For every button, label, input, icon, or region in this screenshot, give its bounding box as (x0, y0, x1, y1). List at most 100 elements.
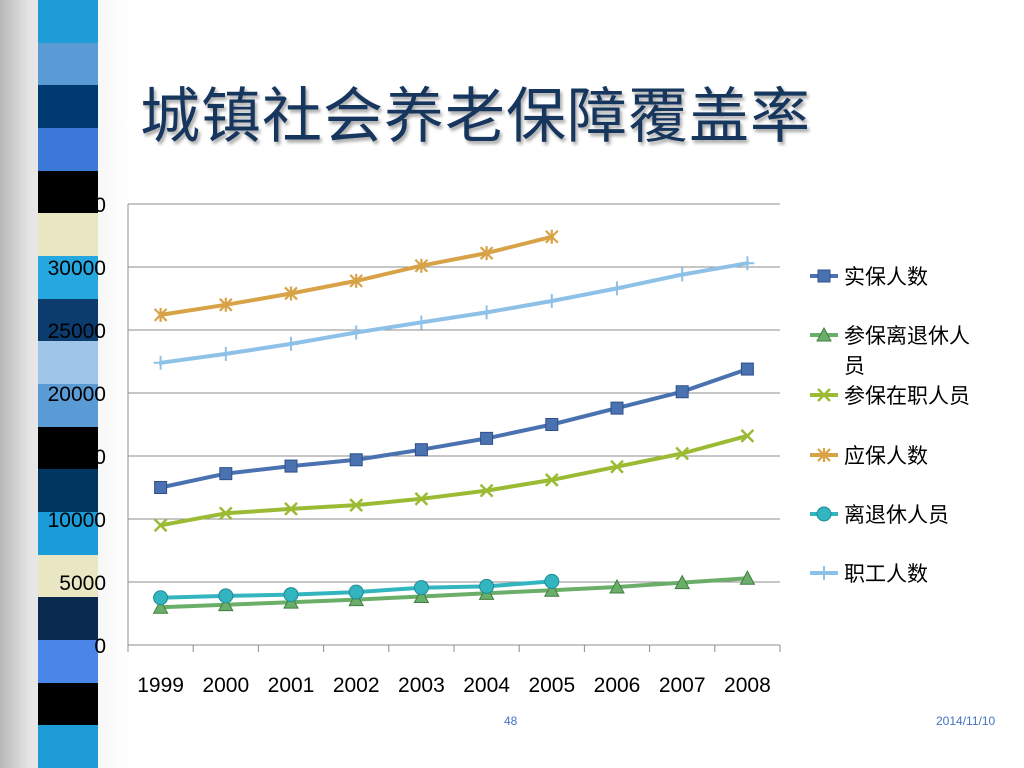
legend-entry: 参保在职人员 (810, 384, 970, 408)
data-point (740, 428, 755, 443)
data-point (153, 518, 168, 533)
data-point (413, 588, 430, 603)
data-point (480, 431, 494, 445)
legend-label: 应保人数 (844, 444, 928, 468)
data-point (284, 502, 298, 516)
strip-band (38, 640, 98, 684)
decorative-strip (38, 0, 98, 768)
strip-band (38, 426, 98, 471)
data-point (414, 491, 429, 506)
data-point (816, 506, 832, 522)
legend-entry: 职工人数 (810, 562, 928, 586)
strip-band (38, 554, 98, 599)
data-point (218, 588, 234, 604)
data-point (674, 574, 691, 590)
data-point (479, 246, 494, 261)
data-point (817, 269, 831, 283)
x-tick-label: 2008 (724, 674, 771, 697)
x-tick-label: 2006 (594, 674, 641, 697)
data-point (817, 388, 831, 402)
legend-label: 参保在职人员 (844, 384, 970, 408)
y-tick-label: 35000 (48, 194, 106, 217)
data-point (610, 459, 624, 474)
data-point (610, 281, 624, 296)
legend-label: 实保人数 (844, 265, 928, 289)
x-tick-label: 2000 (202, 674, 249, 697)
series-3 (153, 428, 755, 533)
legend-entry: 应保人数 (810, 444, 928, 468)
data-point (817, 448, 831, 462)
data-point (153, 307, 168, 322)
data-point (740, 362, 754, 376)
data-point (739, 570, 756, 585)
data-point (479, 305, 494, 320)
strip-band (38, 85, 98, 129)
strip-band (38, 597, 98, 641)
data-point (284, 336, 298, 351)
strip-band (38, 213, 98, 257)
y-tick-label: 5000 (59, 572, 106, 595)
strip-band (38, 384, 98, 428)
series-6 (153, 256, 755, 370)
data-point (154, 481, 168, 494)
data-point (152, 599, 169, 614)
y-tick-label: 20000 (48, 383, 106, 406)
series-line (158, 576, 750, 610)
y-tick-label: 15000 (48, 446, 106, 469)
data-point (284, 286, 298, 301)
slide-title: 城镇社会养老保障覆盖率 (140, 82, 811, 152)
data-point (544, 294, 559, 309)
data-point (479, 483, 494, 498)
strip-band (38, 170, 98, 215)
y-tick-label: 30000 (48, 257, 106, 280)
data-point (817, 566, 831, 580)
data-point (675, 446, 690, 461)
data-point (219, 467, 233, 481)
series-1 (154, 362, 754, 494)
data-point (675, 267, 690, 282)
y-tick-label: 25000 (48, 320, 106, 343)
data-point (218, 506, 233, 521)
data-point (544, 573, 560, 589)
data-point (349, 273, 363, 288)
strip-band (38, 256, 98, 300)
x-tick-label: 2004 (463, 674, 510, 697)
legend-entry: 离退休人员 (810, 503, 949, 527)
y-tick-label: 0 (94, 635, 106, 658)
data-point (545, 418, 559, 431)
y-tick-label: 10000 (48, 509, 106, 532)
data-point (153, 590, 169, 606)
series-4 (153, 229, 559, 322)
data-point (544, 473, 559, 487)
data-point (349, 453, 363, 467)
x-tick-label: 2005 (528, 674, 575, 697)
data-point (218, 346, 233, 361)
page-number: 48 (504, 714, 518, 728)
series-line (158, 261, 750, 365)
series-5 (153, 573, 560, 606)
series-line (158, 367, 750, 490)
data-point (349, 325, 364, 340)
data-point (545, 229, 559, 244)
data-point (349, 498, 364, 513)
data-point (413, 580, 429, 596)
data-point (675, 385, 689, 399)
strip-band (38, 42, 98, 87)
strip-band (38, 469, 98, 513)
x-tick-label: 2002 (333, 674, 380, 697)
data-point (219, 297, 233, 312)
strip-band (38, 725, 98, 768)
strip-band (38, 0, 98, 44)
strip-band (38, 682, 98, 727)
data-point (217, 596, 234, 612)
series-2 (152, 570, 756, 614)
data-point (740, 256, 755, 271)
data-point (414, 258, 429, 273)
data-point (609, 578, 625, 594)
data-point (610, 401, 624, 415)
data-point (153, 355, 168, 370)
x-tick-label: 1999 (137, 674, 184, 697)
legend-label: 参保离退休人 (844, 324, 970, 348)
